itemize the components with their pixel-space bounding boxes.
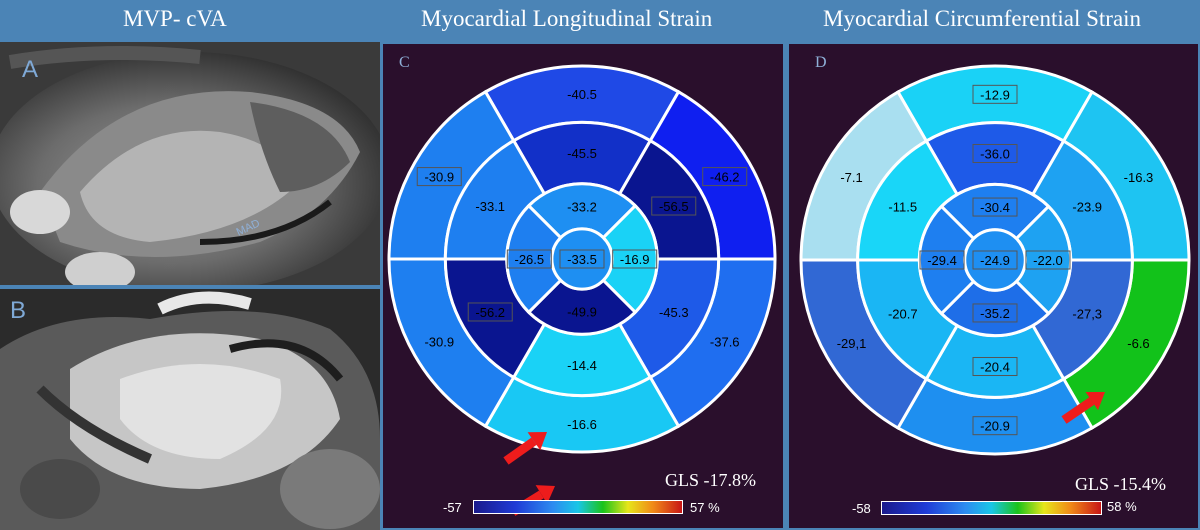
c-mid-label-1: -45.5 bbox=[567, 146, 597, 161]
c-apical-label-1: -33.2 bbox=[567, 199, 597, 214]
panel-label-c: C bbox=[399, 54, 410, 71]
title-mvp-cva: MVP- cVA bbox=[123, 6, 227, 31]
bullseye-plot-c: -40.5 -46.2 -37.6 -16.6 -30.9 -30.9 -45.5 -56.5… bbox=[387, 64, 777, 516]
c-mid-label-3: -45.3 bbox=[659, 305, 689, 320]
scale-min-c: -57 bbox=[443, 500, 462, 515]
d-apical-label-3-box bbox=[972, 303, 1018, 323]
panel-label-d: D bbox=[815, 54, 827, 71]
d-mid-label-6: -11.5 bbox=[888, 200, 917, 215]
c-basal-label-2-box bbox=[702, 167, 748, 187]
d-apical-label-1: -30.4 bbox=[980, 200, 1010, 215]
d-apical-label-2: -22.0 bbox=[1033, 253, 1063, 268]
d-basal-label-4-box bbox=[972, 416, 1018, 436]
c-apex-segment bbox=[550, 227, 614, 291]
d-mid-label-4-box bbox=[972, 357, 1018, 377]
c-apical-label-3: -49.9 bbox=[567, 305, 597, 320]
d-basal-label-1: -12.9 bbox=[980, 87, 1010, 102]
c-mid-label-2-box bbox=[651, 196, 697, 216]
d-mid-label-3: -27,3 bbox=[1072, 306, 1102, 321]
c-mid-label-5: -56.2 bbox=[475, 305, 505, 320]
d-apical-label-4-box bbox=[919, 250, 965, 270]
c-apex-label-box bbox=[559, 249, 605, 269]
title-circumferential-strain: Myocardial Circumferential Strain bbox=[823, 6, 1142, 31]
d-basal-label-1-box bbox=[972, 84, 1018, 104]
colorbar-c bbox=[473, 500, 683, 514]
c-basal-label-4: -16.6 bbox=[567, 417, 597, 432]
c-basal-label-3: -37.6 bbox=[710, 334, 740, 349]
gls-value-d: GLS -15.4% bbox=[1075, 474, 1166, 494]
c-mid-label-6: -33.1 bbox=[475, 199, 505, 214]
mri-image-a bbox=[0, 42, 380, 285]
scale-min-d: -58 bbox=[852, 501, 871, 516]
d-apex-label: -24.9 bbox=[980, 253, 1010, 268]
d-apex-segment bbox=[963, 228, 1027, 292]
d-apical-label-1-box bbox=[972, 197, 1018, 217]
d-apical-label-4: -29.4 bbox=[927, 253, 957, 268]
bullseye-plot-d: -12.9 -16.3 -6.6 -20.9 -29,1 -7.1 -36.0 -23.9 -2… bbox=[799, 64, 1191, 456]
d-mid-label-2: -23.9 bbox=[1072, 200, 1102, 215]
c-arrow-1 bbox=[503, 437, 537, 465]
d-basal-label-5: -29,1 bbox=[837, 336, 867, 351]
colorbar-d bbox=[881, 501, 1102, 515]
scale-max-c: 57 % bbox=[690, 500, 720, 515]
d-apical-label-2-box bbox=[1025, 250, 1071, 270]
bullseye-panel-d: -12.9 -16.3 -6.6 -20.9 -29,1 -7.1 -36.0 -23.9 -2… bbox=[789, 44, 1198, 528]
c-arrowhead-2 bbox=[535, 485, 555, 504]
d-basal-label-4: -20.9 bbox=[980, 419, 1010, 434]
c-basal-label-2: -46.2 bbox=[710, 170, 740, 185]
c-mid-label-4: -14.4 bbox=[567, 358, 597, 373]
d-apex-label-box bbox=[972, 250, 1018, 270]
d-mid-label-4: -20.4 bbox=[980, 360, 1010, 375]
d-mid-label-1-box bbox=[972, 143, 1018, 163]
mri-panel-b: B bbox=[0, 289, 380, 530]
c-apex-label: -33.5 bbox=[567, 252, 597, 267]
c-apical-label-4-box bbox=[506, 249, 552, 269]
panel-label-a: A bbox=[22, 56, 39, 83]
c-arrowhead-1 bbox=[527, 432, 547, 451]
c-apical-label-2-box bbox=[612, 249, 658, 269]
c-mid-label-5-box bbox=[467, 302, 513, 322]
c-mid-label-2: -56.5 bbox=[659, 199, 689, 214]
c-basal-label-1: -40.5 bbox=[567, 87, 597, 102]
gls-value-c: GLS -17.8% bbox=[665, 470, 756, 490]
d-basal-label-3: -6.6 bbox=[1127, 336, 1149, 351]
c-basal-label-6-box bbox=[416, 167, 462, 187]
d-mid-label-1: -36.0 bbox=[980, 146, 1010, 161]
d-arrowhead-1 bbox=[1085, 391, 1105, 411]
scale-max-d: 58 % bbox=[1107, 499, 1137, 514]
mri-image-b bbox=[0, 289, 380, 530]
d-arrow-1 bbox=[1061, 397, 1095, 424]
c-apical-label-2: -16.9 bbox=[620, 252, 650, 267]
d-apical-label-3: -35.2 bbox=[980, 306, 1010, 321]
d-basal-label-6: -7.1 bbox=[840, 170, 862, 185]
d-basal-label-2: -16.3 bbox=[1124, 170, 1154, 185]
bullseye-panel-c: -40.5 -46.2 -37.6 -16.6 -30.9 -30.9 -45.5 -56.5… bbox=[383, 44, 783, 528]
c-apical-label-4: -26.5 bbox=[514, 252, 544, 267]
c-basal-label-5: -30.9 bbox=[424, 334, 454, 349]
panel-label-b: B bbox=[10, 297, 27, 324]
d-mid-label-5: -20.7 bbox=[888, 306, 918, 321]
mri-panel-a: A MAD bbox=[0, 42, 380, 285]
c-basal-label-6: -30.9 bbox=[424, 170, 454, 185]
title-longitudinal-strain: Myocardial Longitudinal Strain bbox=[421, 6, 713, 31]
